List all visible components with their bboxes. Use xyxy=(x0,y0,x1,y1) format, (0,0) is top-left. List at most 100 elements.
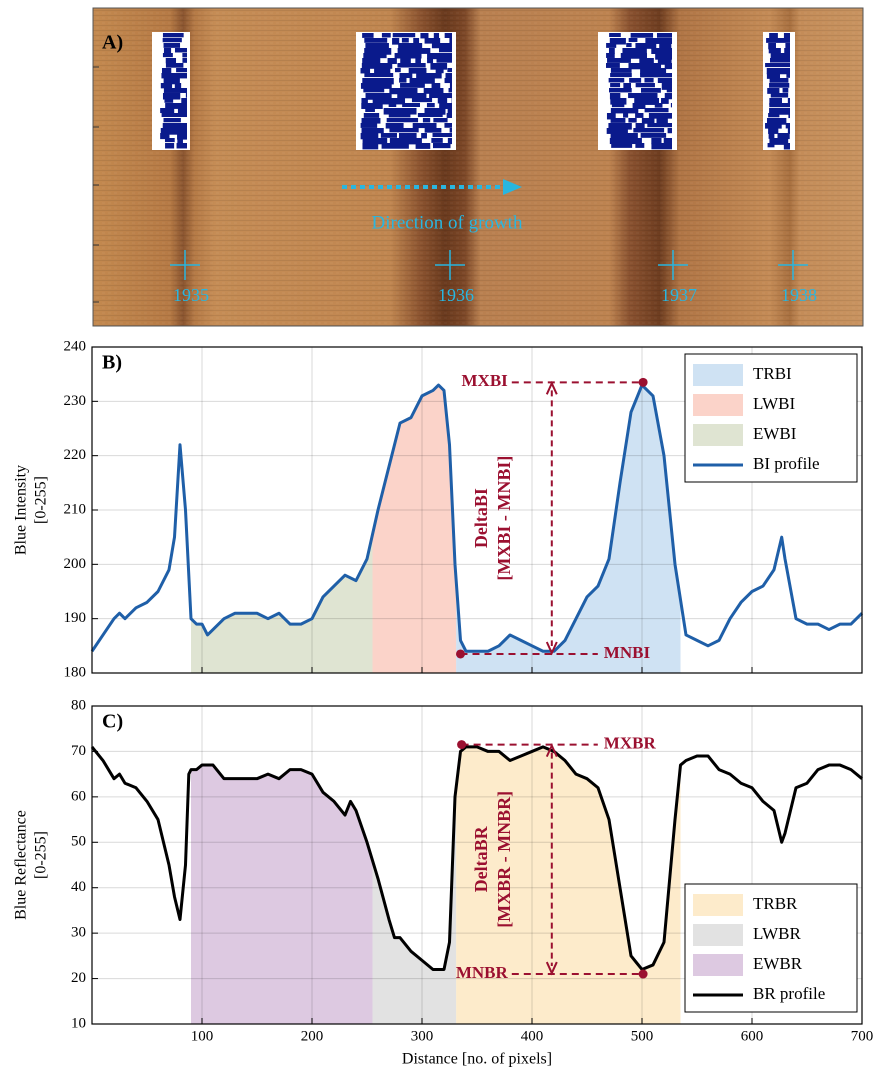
ring-mask-blob xyxy=(175,48,187,52)
ring-mask-blob xyxy=(639,58,654,63)
ring-mask-blob xyxy=(445,33,452,38)
y-tick-label: 230 xyxy=(64,393,87,409)
ring-mask-blob xyxy=(437,58,452,63)
legend-label: TRBI xyxy=(753,364,792,383)
ring-mask-blob xyxy=(767,88,779,94)
ring-mask-blob xyxy=(166,63,183,68)
annotation-label: MNBI xyxy=(604,643,651,662)
ring-mask-blob xyxy=(361,123,378,128)
annotation-point xyxy=(457,740,466,749)
ring-mask-blob xyxy=(182,53,187,57)
y-tick-label: 10 xyxy=(71,1015,86,1031)
ring-mask-blob xyxy=(362,118,381,124)
ring-mask-blob xyxy=(398,43,422,48)
x-tick-label: 600 xyxy=(741,1028,764,1044)
ring-mask-blob xyxy=(621,53,647,59)
ring-mask-blob xyxy=(657,33,672,38)
ring-mask-blob xyxy=(164,118,181,122)
ring-mask-blob xyxy=(160,108,174,113)
ring-mask-blob xyxy=(362,143,378,149)
delta-label: [MXBI - MNBI] xyxy=(494,456,514,581)
ring-mask-blob xyxy=(361,83,392,89)
ring-mask-blob xyxy=(667,88,672,92)
ring-mask-blob xyxy=(651,143,672,149)
ring-mask-blob xyxy=(636,83,655,87)
ring-mask-blob xyxy=(413,38,419,44)
ring-mask-blob xyxy=(389,103,397,107)
ring-mask-blob xyxy=(628,118,636,123)
ring-mask-blob xyxy=(416,143,431,149)
ring-mask-blob xyxy=(611,108,638,113)
annotation-label: MNBR xyxy=(456,963,509,982)
ring-mask-blob xyxy=(766,38,790,43)
y-axis-label: [0-255] xyxy=(33,831,50,879)
ring-mask-blob xyxy=(381,133,397,138)
ring-mask-blob xyxy=(784,33,790,38)
ring-mask-blob xyxy=(450,83,452,88)
legend-label: TRBR xyxy=(753,894,798,913)
ring-mask-blob xyxy=(165,143,174,148)
ring-mask-blob xyxy=(642,118,655,124)
ring-mask-blob xyxy=(402,38,409,43)
ring-mask-blob xyxy=(768,113,779,117)
ring-mask-blob xyxy=(389,128,418,132)
ring-mask-blob xyxy=(387,118,418,122)
legend-label: EWBR xyxy=(753,954,803,973)
annotation-label: MXBI xyxy=(462,371,509,390)
ring-mask-blob xyxy=(364,73,393,77)
ring-mask-blob xyxy=(363,53,386,58)
ring-mask-blob xyxy=(623,113,628,118)
annotation-point xyxy=(456,649,465,658)
ring-mask-blob xyxy=(425,128,442,133)
ring-mask-blob xyxy=(166,58,176,63)
ring-mask-blob xyxy=(365,108,375,112)
ring-mask-blob xyxy=(767,73,780,79)
ring-mask-blob xyxy=(786,73,790,78)
x-tick-label: 300 xyxy=(411,1028,434,1044)
legend-swatch xyxy=(693,954,743,976)
ring-mask-blob xyxy=(164,48,171,53)
legend-swatch xyxy=(693,894,743,916)
ring-mask-blob xyxy=(413,123,437,128)
ring-mask-blob xyxy=(770,58,790,63)
ring-mask-blob xyxy=(363,88,384,92)
ring-mask-blob xyxy=(449,38,452,43)
ring-mask-blob xyxy=(649,113,672,119)
ring-mask-blob xyxy=(409,68,427,74)
ring-mask-blob xyxy=(416,73,442,78)
ring-mask-blob xyxy=(386,123,404,129)
y-tick-label: 210 xyxy=(64,501,87,517)
panel-label: A) xyxy=(102,32,123,54)
ring-mask-blob xyxy=(439,48,452,52)
ring-mask-blob xyxy=(397,93,426,98)
ring-mask-blob xyxy=(447,68,452,72)
ring-mask-blob xyxy=(436,68,444,73)
ring-mask-blob xyxy=(447,113,452,118)
ring-mask-blob xyxy=(611,118,626,123)
ring-mask-blob xyxy=(635,143,644,148)
ring-mask-blob xyxy=(784,48,790,53)
ring-mask-blob xyxy=(783,88,789,93)
ring-mask-blob xyxy=(433,143,451,148)
y-tick-label: 60 xyxy=(71,788,86,804)
x-tick-label: 500 xyxy=(631,1028,654,1044)
ring-mask-blob xyxy=(425,38,441,44)
ring-mask-blob xyxy=(671,103,672,107)
ring-mask-blob xyxy=(393,33,415,37)
ring-mask-blob xyxy=(420,33,428,38)
legend-label: BR profile xyxy=(753,984,825,1003)
ring-mask-blob xyxy=(445,78,452,83)
ring-mask-blob xyxy=(421,133,427,138)
ring-mask-blob xyxy=(182,58,187,63)
y-tick-label: 220 xyxy=(64,447,87,463)
y-tick-label: 240 xyxy=(64,338,87,354)
y-tick-label: 40 xyxy=(71,879,86,895)
ring-mask-blob xyxy=(668,128,672,133)
ring-mask-blob xyxy=(640,73,672,77)
ring-mask-blob xyxy=(606,43,616,48)
ring-mask-blob xyxy=(429,93,452,98)
ring-mask-blob xyxy=(177,138,183,144)
ring-mask-blob xyxy=(765,123,782,129)
ring-mask-blob xyxy=(361,98,367,103)
